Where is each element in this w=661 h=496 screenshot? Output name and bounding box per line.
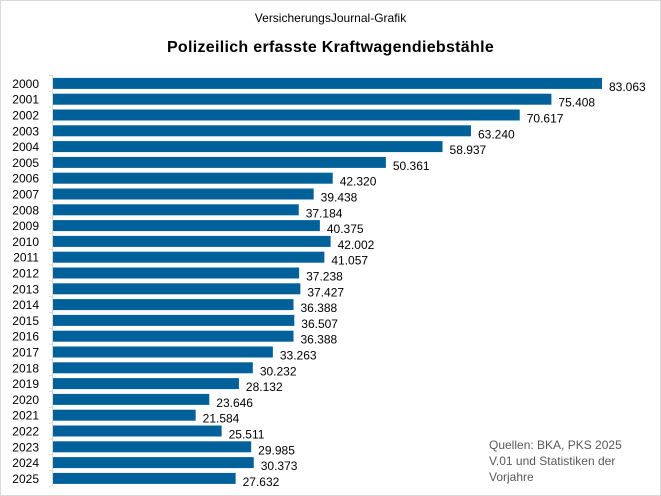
bar-2010	[53, 235, 331, 247]
data-label: 63.240	[478, 127, 515, 141]
bar-2003	[53, 125, 471, 137]
source-note: Quellen: BKA, PKS 2025 V.01 und Statisti…	[489, 438, 622, 484]
bar-2006	[53, 172, 333, 184]
y-tick-label: 2002	[12, 109, 39, 123]
y-tick-label: 2013	[12, 282, 39, 296]
data-label: 58.937	[450, 143, 487, 157]
y-tick-label: 2020	[12, 393, 39, 407]
bar-2014	[53, 299, 294, 311]
data-label: 50.361	[393, 159, 430, 173]
bar-2023	[53, 441, 252, 453]
bar-2005	[53, 156, 386, 168]
y-tick-label: 2024	[12, 456, 39, 470]
data-label: 37.427	[307, 285, 344, 299]
bar-2002	[53, 109, 520, 121]
data-label: 36.388	[301, 333, 338, 347]
y-tick-label: 2023	[12, 440, 39, 454]
data-label: 42.002	[338, 238, 375, 252]
y-tick-label: 2006	[12, 172, 39, 186]
data-label: 33.263	[280, 349, 317, 363]
bar-2018	[53, 362, 253, 374]
y-tick-label: 2003	[12, 124, 39, 138]
data-label: 37.184	[306, 206, 343, 220]
data-label: 40.375	[327, 222, 364, 236]
y-tick-label: 2012	[12, 267, 39, 281]
bar-2019	[53, 378, 239, 390]
data-label: 41.057	[331, 254, 368, 268]
y-tick-label: 2016	[12, 330, 39, 344]
data-label: 27.632	[243, 475, 280, 489]
y-tick-label: 2014	[12, 298, 39, 312]
data-label: 21.584	[203, 412, 240, 426]
data-label: 75.408	[558, 96, 595, 110]
bar-2024	[53, 457, 254, 469]
y-tick-label: 2009	[12, 219, 39, 233]
chart-subtitle: VersicherungsJournal-Grafik	[254, 11, 407, 25]
y-tick-label: 2017	[12, 346, 39, 360]
y-tick-label: 2019	[12, 377, 39, 391]
bar-2004	[53, 141, 443, 153]
y-tick-label: 2000	[12, 77, 39, 91]
bar-2013	[53, 283, 301, 295]
data-label: 70.617	[527, 112, 564, 126]
y-tick-label: 2018	[12, 361, 39, 375]
bar-2008	[53, 204, 299, 216]
bar-2011	[53, 251, 325, 263]
y-tick-label: 2022	[12, 425, 39, 439]
data-label: 28.132	[246, 380, 283, 394]
bar-2020	[53, 393, 210, 405]
data-label: 39.438	[321, 191, 358, 205]
y-tick-label: 2007	[12, 188, 39, 202]
data-label: 83.063	[609, 80, 646, 94]
bar-2001	[53, 93, 552, 105]
y-tick-label: 2015	[12, 314, 39, 328]
data-label: 42.320	[340, 175, 377, 189]
data-label: 36.507	[301, 317, 338, 331]
bar-2017	[53, 346, 273, 358]
data-label: 30.373	[261, 459, 298, 473]
bar-2016	[53, 330, 294, 342]
data-label: 23.646	[216, 396, 253, 410]
data-label: 29.985	[258, 443, 295, 457]
y-tick-label: 2005	[12, 156, 39, 170]
chart-title: Polizeilich erfasste Kraftwagendiebstähl…	[166, 39, 495, 56]
y-tick-label: 2021	[12, 409, 39, 423]
y-tick-label: 2008	[12, 203, 39, 217]
bar-2021	[53, 409, 196, 421]
y-tick-label: 2001	[12, 93, 39, 107]
bar-2022	[53, 425, 222, 437]
bar-2007	[53, 188, 314, 200]
y-tick-label: 2004	[12, 140, 39, 154]
bar-2025	[53, 472, 236, 484]
y-tick-label: 2010	[12, 235, 39, 249]
data-label: 37.238	[306, 270, 343, 284]
y-tick-label: 2011	[13, 251, 39, 265]
y-tick-label: 2025	[12, 472, 39, 486]
data-label: 25.511	[229, 428, 265, 442]
bar-2015	[53, 314, 295, 326]
data-label: 30.232	[260, 364, 297, 378]
bar-2000	[53, 77, 602, 89]
bar-2012	[53, 267, 300, 279]
data-label: 36.388	[301, 301, 338, 315]
bar-2009	[53, 220, 320, 232]
